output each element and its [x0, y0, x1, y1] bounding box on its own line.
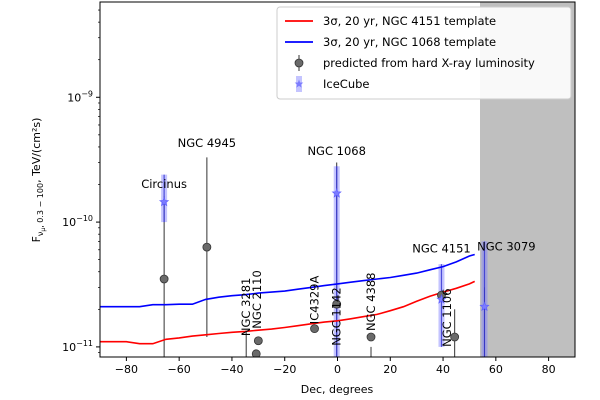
- source-label: NGC 4151: [412, 242, 470, 256]
- sensitivity-line-1: [100, 253, 475, 308]
- x-tick-label: −20: [273, 363, 296, 376]
- source-label: NGC 3281: [239, 278, 253, 336]
- x-axis-label: Dec, degrees: [301, 383, 374, 396]
- y-tick-label: 10−11: [62, 339, 93, 354]
- legend-circle-handle: [294, 58, 304, 68]
- icecube-point: [436, 294, 447, 304]
- predicted-point: [480, 362, 488, 370]
- x-tick-label: −60: [168, 363, 191, 376]
- source-label: Circinus: [141, 177, 187, 191]
- legend-label: 3σ, 20 yr, NGC 4151 template: [323, 14, 496, 28]
- source-labels: Circinus NGC 4945 NGC 1068 NGC 4151 NGC 3079…: [141, 136, 535, 347]
- source-label: NGC 2110: [250, 270, 264, 328]
- icecube-point: [158, 196, 170, 207]
- x-tick-label: 80: [542, 363, 556, 376]
- predicted-point: [253, 336, 263, 346]
- legend-label: IceCube: [323, 77, 369, 91]
- predicted-point: [366, 332, 376, 342]
- source-label: IC4329A: [308, 276, 322, 325]
- predicted-point: [251, 349, 261, 357]
- icecube-point: [479, 301, 490, 311]
- y-axis-ticks: 10−11 10−10 10−9: [62, 9, 100, 354]
- data-points: [158, 187, 490, 370]
- sensitivity-lines: [100, 253, 476, 345]
- source-label: NGC 4945: [178, 136, 236, 150]
- predicted-point: [332, 299, 342, 309]
- y-tick-label: 10−9: [67, 89, 93, 104]
- icecube-point: [331, 187, 342, 198]
- source-label: NGC 3079: [477, 240, 535, 254]
- x-axis-ticks: −80 −60 −40 −20 0 20 40 60 80: [115, 357, 556, 376]
- y-axis-label: Fνμ, 0.3 − 100, TeV/(cm²s): [30, 118, 47, 243]
- source-label: NGC 1106: [440, 288, 454, 346]
- legend-label: 3σ, 20 yr, NGC 1068 template: [323, 35, 496, 49]
- predicted-point: [251, 362, 259, 370]
- source-label: NGC 1068: [307, 144, 365, 158]
- x-tick-label: 40: [436, 363, 450, 376]
- x-tick-label: 20: [383, 363, 397, 376]
- y-tick-label: 10−10: [62, 214, 93, 229]
- x-tick-label: 60: [489, 363, 503, 376]
- legend-box: [276, 6, 572, 100]
- x-tick-label: 0: [334, 363, 341, 376]
- source-label: NGC 4388: [364, 273, 378, 331]
- predicted-point: [310, 324, 319, 334]
- source-label: NGC 1142: [330, 287, 344, 345]
- x-tick-label: −80: [115, 363, 138, 376]
- x-tick-label: −40: [220, 363, 243, 376]
- legend-star-handle: [294, 79, 304, 88]
- predicted-point: [450, 332, 460, 342]
- legend: 3σ, 20 yr, NGC 4151 template 3σ, 20 yr, N…: [276, 6, 572, 100]
- predicted-point: [202, 242, 212, 252]
- legend-label: predicted from hard X-ray luminosity: [323, 56, 535, 70]
- sensitivity-line-0: [100, 280, 476, 345]
- predicted-point: [159, 274, 169, 284]
